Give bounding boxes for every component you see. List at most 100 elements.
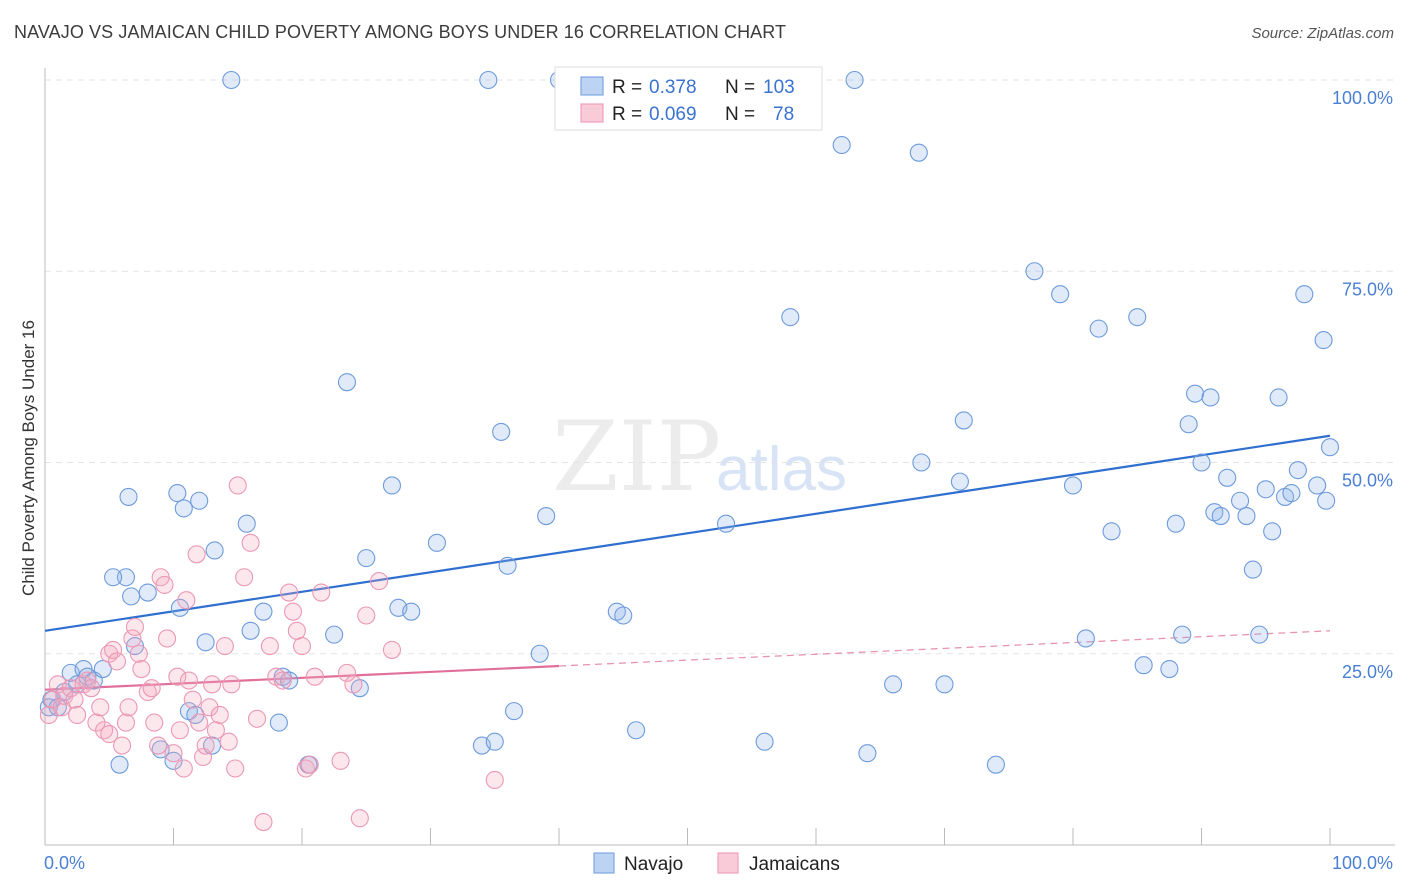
jamaicans-point [357, 606, 376, 625]
jamaicans-point [104, 640, 123, 659]
jamaicans-point [300, 755, 319, 774]
navajo-point [1076, 629, 1095, 648]
jamaicans-point [219, 732, 238, 751]
jamaicans-point [119, 698, 138, 717]
navajo-r-value: 0.378 [649, 77, 697, 98]
jamaicans-point [206, 721, 225, 740]
navajo-point [479, 70, 498, 90]
navajo-point [1166, 514, 1185, 533]
navajo-point [537, 506, 556, 526]
navajo-point [122, 587, 141, 606]
navajo-point [174, 499, 193, 518]
navajo-point [781, 308, 800, 327]
navajo-point [138, 583, 157, 602]
navajo-point [884, 675, 903, 694]
navajo-point [485, 732, 504, 751]
jamaicans-point [235, 568, 254, 587]
navajo-point [1063, 476, 1083, 495]
navajo-point [716, 514, 736, 533]
jamaicans-swatch [580, 103, 604, 123]
navajo-point [1211, 506, 1230, 526]
navajo-point [986, 755, 1005, 774]
jamaicans-point [183, 690, 202, 709]
jamaicans-point [158, 629, 177, 648]
navajo-point [170, 598, 189, 617]
navajo-point [269, 713, 288, 732]
y-axis-label: Child Poverty Among Boys Under 16 [19, 320, 38, 596]
jamaicans-point [344, 675, 363, 694]
navajo-point [1231, 491, 1250, 510]
navajo-point [832, 135, 851, 155]
navajo-swatch [580, 76, 604, 96]
navajo-point [912, 453, 931, 472]
navajo-point [427, 533, 446, 552]
navajo-point [1288, 461, 1307, 480]
jamaicans-point [55, 686, 74, 705]
legend-navajo-label: Navajo [624, 854, 683, 875]
jamaicans-point [168, 667, 187, 686]
navajo-point [110, 755, 129, 774]
jamaicans-point [350, 809, 369, 828]
jamaicans-trend-extension [558, 630, 1331, 667]
navajo-point [627, 721, 646, 740]
navajo-point [222, 70, 241, 90]
navajo-point [1201, 388, 1220, 407]
jamaicans-point [164, 744, 183, 763]
jamaicans-point [200, 698, 219, 717]
series-legend: Navajo Jamaicans [593, 852, 840, 875]
navajo-trend-line [44, 434, 1331, 632]
jamaicans-point [485, 770, 504, 790]
source-label: Source: ZipAtlas.com [1251, 25, 1394, 42]
navajo-point [1320, 438, 1340, 457]
jamaicans-n-label: N = [725, 104, 755, 125]
y-tick-label: 50.0% [1342, 471, 1393, 491]
data-points [39, 70, 1340, 832]
navajo-point [755, 732, 774, 751]
jamaicans-point [132, 659, 151, 679]
jamaicans-point [280, 583, 299, 602]
navajo-point [1051, 285, 1070, 304]
navajo-point [1218, 468, 1237, 487]
navajo-point [357, 549, 376, 568]
navajo-point [402, 602, 421, 621]
jamaicans-point [155, 575, 174, 594]
jamaicans-point [107, 652, 127, 671]
navajo-point [909, 143, 928, 162]
navajo-point [196, 633, 215, 652]
navajo-point [104, 568, 123, 587]
navajo-point [337, 373, 357, 392]
jamaicans-point [260, 637, 279, 656]
y-tick-labels: 25.0% 50.0% 75.0% 100.0% [1332, 88, 1393, 682]
navajo-point [858, 744, 877, 763]
navajo-point [1308, 476, 1327, 495]
jamaicans-point [100, 725, 119, 744]
jamaicans-point [203, 675, 222, 694]
navajo-point [119, 487, 138, 506]
jamaicans-point [123, 629, 142, 648]
navajo-point [93, 659, 112, 679]
navajo-point [1134, 656, 1153, 675]
navajo-r-label: R = [612, 77, 642, 98]
jamaicans-point [190, 713, 209, 732]
jamaicans-point [196, 736, 215, 755]
y-tick-label: 75.0% [1342, 279, 1393, 299]
navajo-point [205, 541, 224, 560]
navajo-point [1128, 308, 1147, 327]
jamaicans-point [170, 721, 189, 740]
navajo-point [168, 484, 187, 503]
jamaicans-point [116, 713, 136, 732]
navajo-point [1186, 384, 1205, 403]
jamaicans-point [312, 583, 331, 602]
jamaicans-point [82, 679, 101, 698]
jamaicans-point [247, 709, 267, 728]
jamaicans-point [125, 617, 144, 637]
jamaicans-point [87, 713, 106, 732]
navajo-point [1089, 319, 1108, 338]
navajo-point [1314, 331, 1333, 350]
jamaicans-r-value: 0.069 [649, 104, 697, 125]
x-tick-labels: 0.0% 100.0% [44, 853, 1393, 873]
jamaicans-point [337, 663, 357, 682]
jamaicans-point [273, 671, 292, 690]
jamaicans-point [65, 690, 84, 709]
